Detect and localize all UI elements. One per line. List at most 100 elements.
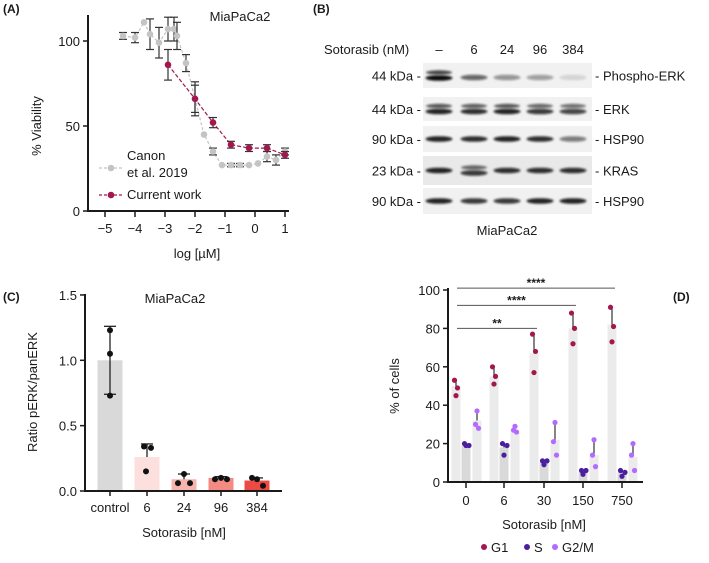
replicate-point bbox=[249, 474, 255, 481]
x-tick-label: 750 bbox=[611, 493, 633, 508]
replicate-point bbox=[187, 480, 193, 487]
replicate-point bbox=[544, 458, 550, 464]
replicate-point bbox=[212, 476, 218, 483]
data-point bbox=[140, 19, 148, 26]
cell-line-label: MiaPaCa2 bbox=[477, 223, 538, 238]
replicate-point bbox=[148, 444, 154, 451]
protein-band bbox=[493, 74, 521, 81]
x-tick-label: −5 bbox=[98, 221, 113, 236]
x-axis-label: Sotorasib [nM] bbox=[142, 525, 226, 540]
panel-b-western-blot: Sotorasib (nM) – 6 24 96 384 44 kDa - - Phospho… bbox=[324, 42, 686, 238]
legend-label: G2/M bbox=[562, 540, 594, 555]
replicate-point bbox=[143, 468, 149, 475]
molecular-weight-label: 44 kDa - bbox=[372, 69, 421, 84]
replicate-point bbox=[218, 474, 224, 481]
replicate-point bbox=[260, 482, 266, 489]
replicate-point bbox=[529, 331, 536, 337]
data-point bbox=[263, 153, 271, 160]
replicate-point bbox=[454, 385, 461, 391]
data-point bbox=[146, 30, 154, 38]
replicate-point bbox=[254, 476, 260, 483]
y-tick-label: 0 bbox=[433, 475, 440, 490]
data-point bbox=[164, 61, 172, 69]
replicate-point bbox=[570, 341, 576, 347]
y-tick-label: 1.0 bbox=[59, 353, 77, 368]
bar-S-30 bbox=[539, 462, 549, 482]
panel-label-c: (C) bbox=[3, 290, 20, 304]
data-point bbox=[164, 25, 172, 33]
data-point bbox=[245, 144, 253, 152]
x-tick-label: −4 bbox=[128, 221, 143, 236]
x-tick-label: 384 bbox=[246, 500, 268, 515]
protein-label: - HSP90 bbox=[595, 194, 644, 209]
protein-band bbox=[426, 103, 452, 109]
protein-band bbox=[460, 136, 488, 142]
replicate-point bbox=[553, 452, 560, 458]
x-tick-label: 30 bbox=[537, 493, 551, 508]
panel-label-b: (B) bbox=[313, 2, 330, 16]
bar-S-150 bbox=[578, 472, 588, 482]
y-tick-label: 100 bbox=[418, 283, 440, 298]
protein-band bbox=[425, 75, 453, 81]
protein-band bbox=[559, 136, 587, 142]
bar-G1-6 bbox=[489, 376, 499, 482]
legend-label: S bbox=[534, 540, 543, 555]
protein-band bbox=[425, 108, 453, 115]
panel-c-perk-bar-chart: control 6 24 96 384 0.0 0.5 1.0 1.5 MiaPaCa2 Sotor… bbox=[25, 288, 282, 540]
replicate-point bbox=[541, 462, 547, 468]
bar-G2/M-30 bbox=[550, 439, 560, 482]
protein-band bbox=[526, 167, 554, 174]
replicate-point bbox=[531, 369, 537, 376]
lane-label: – bbox=[435, 42, 443, 57]
x-axis-label: log [µM] bbox=[174, 246, 221, 261]
y-tick-label: 80 bbox=[426, 321, 440, 336]
bar-24 bbox=[171, 479, 197, 491]
protein-band bbox=[526, 74, 554, 81]
chart-title: MiaPaCa2 bbox=[210, 9, 271, 24]
replicate-point bbox=[475, 425, 482, 431]
protein-band bbox=[526, 198, 554, 204]
significance-label: **** bbox=[507, 293, 526, 307]
data-point bbox=[209, 148, 217, 155]
x-tick-label: −2 bbox=[188, 221, 203, 236]
y-axis-label: % of cells bbox=[387, 358, 402, 414]
bar-G2/M-6 bbox=[510, 430, 520, 482]
replicate-point bbox=[181, 471, 187, 478]
protein-band bbox=[560, 103, 586, 109]
replicate-point bbox=[610, 323, 617, 330]
protein-band bbox=[425, 136, 453, 142]
protein-label: - Phospho-ERK bbox=[595, 69, 686, 84]
replicate-point bbox=[513, 429, 520, 435]
protein-band bbox=[493, 108, 521, 115]
x-tick-label: 0 bbox=[462, 493, 469, 508]
replicate-point bbox=[141, 443, 147, 450]
y-tick-label: 60 bbox=[426, 360, 440, 375]
protein-band bbox=[461, 103, 487, 109]
data-point bbox=[281, 151, 289, 159]
molecular-weight-label: 90 kDa - bbox=[372, 132, 421, 147]
replicate-point bbox=[589, 452, 596, 458]
x-tick-label: 1 bbox=[281, 221, 288, 236]
protein-band bbox=[460, 198, 488, 204]
replicate-point bbox=[451, 377, 458, 383]
data-point bbox=[191, 95, 199, 103]
y-tick-label: 100 bbox=[58, 34, 80, 49]
x-tick-label: 150 bbox=[572, 493, 594, 508]
protein-band bbox=[559, 74, 587, 81]
protein-band bbox=[526, 108, 554, 115]
y-axis-label: % Viability bbox=[29, 96, 44, 156]
protein-band bbox=[526, 136, 554, 142]
data-point bbox=[131, 34, 139, 41]
lane-label: 384 bbox=[562, 42, 584, 57]
protein-band bbox=[493, 167, 521, 174]
replicate-point bbox=[107, 327, 113, 334]
lane-label: 24 bbox=[500, 42, 514, 57]
bar-S-6 bbox=[499, 447, 509, 482]
replicate-point bbox=[607, 304, 614, 310]
data-point bbox=[272, 156, 280, 164]
protein-band bbox=[494, 103, 520, 109]
protein-band bbox=[559, 108, 587, 115]
data-point bbox=[173, 32, 181, 40]
x-tick-label: 6 bbox=[143, 500, 150, 515]
